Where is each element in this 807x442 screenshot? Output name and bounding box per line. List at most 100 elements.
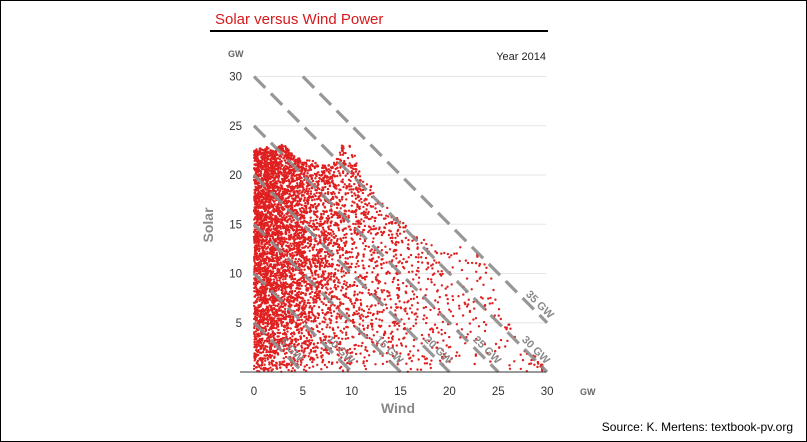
- data-point: [327, 164, 331, 167]
- data-point: [276, 317, 279, 320]
- data-point: [285, 298, 289, 302]
- data-point: [333, 175, 337, 178]
- data-point: [351, 318, 355, 322]
- data-point: [264, 275, 267, 279]
- data-point: [274, 338, 277, 341]
- data-point: [468, 309, 472, 313]
- data-point: [338, 151, 342, 154]
- data-point: [297, 307, 300, 310]
- data-point: [296, 360, 299, 363]
- data-point: [297, 162, 300, 165]
- data-point: [381, 362, 385, 366]
- data-point: [268, 342, 271, 345]
- data-point: [327, 339, 331, 342]
- data-point: [269, 198, 272, 201]
- data-point: [536, 365, 539, 369]
- data-point: [288, 223, 292, 226]
- data-point: [372, 225, 375, 228]
- data-point: [358, 315, 361, 318]
- data-point: [349, 166, 352, 169]
- data-point: [283, 180, 286, 183]
- data-point: [312, 204, 315, 207]
- data-point: [331, 258, 334, 261]
- data-point: [272, 176, 275, 179]
- data-point: [285, 366, 288, 369]
- data-point: [359, 352, 362, 355]
- data-point: [310, 311, 314, 314]
- data-point: [350, 210, 353, 214]
- data-point: [275, 153, 278, 157]
- data-point: [332, 173, 335, 176]
- data-point: [274, 167, 277, 171]
- data-point: [355, 233, 359, 236]
- data-point: [374, 363, 377, 366]
- data-point: [351, 351, 354, 354]
- data-point: [254, 244, 257, 247]
- data-point: [340, 196, 344, 199]
- data-point: [354, 170, 357, 173]
- data-point: [311, 360, 314, 364]
- data-point: [336, 341, 339, 344]
- data-point: [252, 235, 256, 239]
- data-point: [318, 322, 321, 325]
- data-point: [423, 314, 426, 317]
- data-point: [279, 215, 283, 218]
- data-point: [440, 333, 443, 336]
- data-point: [398, 324, 401, 327]
- data-point: [361, 259, 364, 262]
- data-point: [280, 145, 283, 148]
- data-point: [388, 324, 391, 328]
- data-point: [352, 321, 355, 324]
- data-point: [285, 262, 288, 265]
- data-point: [329, 224, 332, 227]
- data-point: [389, 236, 392, 240]
- data-point: [261, 246, 265, 249]
- data-point: [307, 287, 310, 290]
- data-point: [257, 170, 260, 174]
- data-point: [315, 299, 318, 303]
- data-point: [283, 238, 286, 241]
- data-point: [262, 288, 265, 291]
- data-point: [289, 316, 292, 319]
- data-point: [483, 303, 487, 307]
- data-point: [464, 259, 468, 262]
- data-point: [366, 315, 370, 318]
- data-point: [342, 185, 345, 189]
- data-point: [257, 205, 261, 208]
- data-point: [368, 229, 371, 232]
- data-point: [352, 242, 355, 245]
- data-point: [330, 228, 333, 232]
- data-point: [254, 358, 257, 361]
- data-point: [403, 336, 406, 339]
- data-point: [267, 335, 270, 339]
- data-point: [398, 300, 401, 303]
- data-point: [285, 176, 288, 179]
- data-point: [340, 266, 344, 269]
- data-point: [276, 262, 279, 265]
- data-point: [256, 293, 259, 297]
- data-point: [284, 277, 287, 281]
- data-point: [467, 298, 470, 301]
- data-point: [305, 204, 308, 207]
- data-point: [256, 160, 259, 163]
- data-point: [367, 225, 371, 228]
- data-point: [257, 243, 260, 246]
- data-point: [306, 172, 309, 175]
- data-point: [308, 221, 311, 225]
- data-point: [391, 241, 394, 244]
- data-point: [293, 235, 296, 239]
- data-point: [334, 163, 338, 166]
- data-point: [282, 357, 285, 360]
- data-point: [343, 159, 346, 163]
- data-point: [271, 313, 275, 316]
- data-point: [294, 337, 297, 340]
- data-point: [407, 238, 410, 242]
- data-point: [281, 305, 284, 309]
- data-point: [271, 295, 274, 299]
- data-point: [364, 202, 367, 206]
- data-point: [395, 257, 398, 260]
- data-point: [336, 157, 340, 161]
- data-point: [291, 367, 295, 370]
- data-point: [253, 352, 256, 355]
- data-point: [294, 257, 297, 261]
